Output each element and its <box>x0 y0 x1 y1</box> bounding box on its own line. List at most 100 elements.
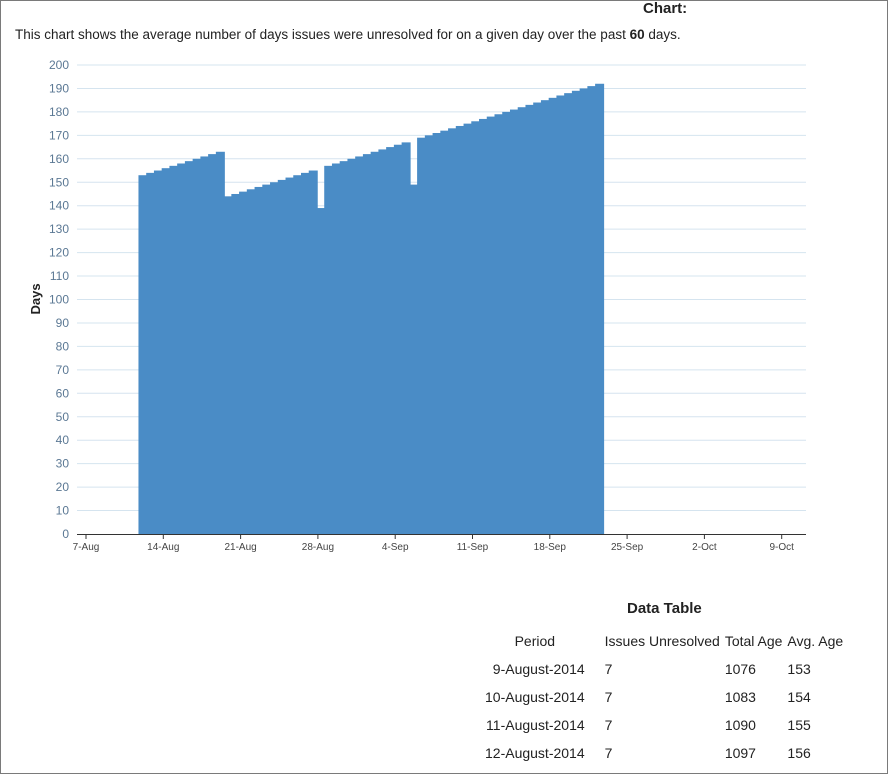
table-header-period: Period <box>514 633 556 649</box>
bars[interactable] <box>138 83 605 535</box>
table-header-avg-age: Avg. Age <box>787 633 844 649</box>
table-header-total-age: Total Age <box>724 633 783 649</box>
y-axis-ticks: 0 10 20 30 40 50 60 70 80 90 100 110 120 130 140 150 160… <box>49 58 69 541</box>
y-tick-label: 30 <box>56 457 70 471</box>
bar[interactable] <box>479 118 489 534</box>
bar[interactable] <box>301 172 310 534</box>
bar[interactable] <box>231 193 241 535</box>
bar[interactable] <box>370 151 380 534</box>
y-tick-label: 110 <box>50 269 69 283</box>
bar[interactable] <box>308 170 318 534</box>
bar[interactable] <box>316 208 326 535</box>
bar[interactable] <box>455 125 465 534</box>
bar[interactable] <box>448 128 458 534</box>
table-row: 11-August-2014 7 1090 155 <box>485 711 848 739</box>
bar[interactable] <box>339 161 349 534</box>
bar[interactable] <box>525 104 535 535</box>
table-cell-avg-age: 155 <box>787 717 811 733</box>
description-suffix: days. <box>644 27 681 42</box>
y-tick-label: 60 <box>56 386 70 400</box>
bar[interactable] <box>362 154 372 535</box>
bar[interactable] <box>177 163 187 535</box>
bar[interactable] <box>192 158 202 535</box>
table-header-issues: Issues Unresolved <box>604 633 720 649</box>
bar[interactable] <box>571 90 581 535</box>
bar[interactable] <box>146 172 156 534</box>
description-days: 60 <box>629 27 645 42</box>
data-table-title: Data Table <box>627 600 702 617</box>
table-cell-avg-age: 156 <box>787 745 811 761</box>
y-tick-label: 80 <box>56 339 70 353</box>
bar[interactable] <box>401 142 411 534</box>
bar[interactable] <box>409 184 419 534</box>
bar[interactable] <box>285 177 295 534</box>
bar[interactable] <box>254 186 264 534</box>
bar[interactable] <box>138 175 148 534</box>
bar[interactable] <box>417 137 427 534</box>
bar[interactable] <box>564 93 574 534</box>
bar[interactable] <box>331 163 341 535</box>
bar[interactable] <box>239 191 249 534</box>
bar[interactable] <box>208 154 218 535</box>
bar[interactable] <box>161 168 171 534</box>
bar[interactable] <box>246 189 256 535</box>
bar[interactable] <box>424 135 434 534</box>
bar[interactable] <box>595 83 605 534</box>
bar[interactable] <box>540 100 550 535</box>
bar[interactable] <box>184 161 194 534</box>
y-tick-label: 120 <box>49 246 69 260</box>
bar[interactable] <box>517 107 527 535</box>
bar[interactable] <box>262 184 272 534</box>
bar[interactable] <box>393 144 403 535</box>
y-tick-label: 200 <box>49 58 69 72</box>
bar[interactable] <box>378 149 388 535</box>
bar[interactable] <box>169 165 179 534</box>
bar[interactable] <box>293 175 303 534</box>
bar[interactable] <box>486 116 496 534</box>
bar[interactable] <box>324 165 334 534</box>
y-tick-label: 0 <box>62 527 69 541</box>
table-cell-period: 9-August-2014 <box>492 661 585 677</box>
bar[interactable] <box>200 156 210 534</box>
bar[interactable] <box>440 130 450 534</box>
bar[interactable] <box>386 147 396 534</box>
bar[interactable] <box>432 133 442 534</box>
table-row: 9-August-2014 7 1076 153 <box>485 655 848 683</box>
bar[interactable] <box>471 121 481 534</box>
data-table: Period Issues Unresolved Total Age Avg. … <box>485 627 848 767</box>
y-tick-label: 50 <box>56 410 70 424</box>
x-tick-label: 18-Sep <box>534 542 567 553</box>
y-tick-label: 40 <box>56 433 70 447</box>
table-cell-total-age: 1083 <box>724 689 756 705</box>
bar[interactable] <box>556 95 566 534</box>
bar[interactable] <box>355 156 365 534</box>
bar[interactable] <box>533 102 543 535</box>
bar[interactable] <box>277 179 287 534</box>
table-row: 12-August-2014 7 1097 156 <box>485 739 848 767</box>
bar[interactable] <box>494 114 504 534</box>
bar[interactable] <box>153 170 163 534</box>
table-cell-issues: 7 <box>604 717 613 733</box>
bar-chart: 0 10 20 30 40 50 60 70 80 90 100 110 120 130 140 150 160… <box>28 58 806 553</box>
bar[interactable] <box>463 123 473 535</box>
x-tick-label: 21-Aug <box>224 542 256 553</box>
description-prefix: This chart shows the average number of d… <box>15 27 630 42</box>
chart-heading: Chart: <box>643 0 688 17</box>
table-cell-period: 10-August-2014 <box>485 689 585 705</box>
table-header-row: Period Issues Unresolved Total Age Avg. … <box>485 627 848 655</box>
y-tick-label: 180 <box>49 105 69 119</box>
bar[interactable] <box>223 196 233 534</box>
bar[interactable] <box>579 88 589 534</box>
bar[interactable] <box>548 97 558 534</box>
bar[interactable] <box>270 182 280 534</box>
bar[interactable] <box>509 109 519 534</box>
table-cell-period: 12-August-2014 <box>485 745 585 761</box>
table-cell-issues: 7 <box>604 689 613 705</box>
bar[interactable] <box>347 158 357 535</box>
bar[interactable] <box>502 111 512 535</box>
bar[interactable] <box>587 86 597 535</box>
bar[interactable] <box>215 151 225 534</box>
y-tick-label: 10 <box>56 504 70 518</box>
x-tick-label: 2-Oct <box>692 542 717 553</box>
x-axis: 7-Aug 14-Aug 21-Aug 28-Aug 4-Sep 11-Sep 18-Sep… <box>73 534 806 553</box>
